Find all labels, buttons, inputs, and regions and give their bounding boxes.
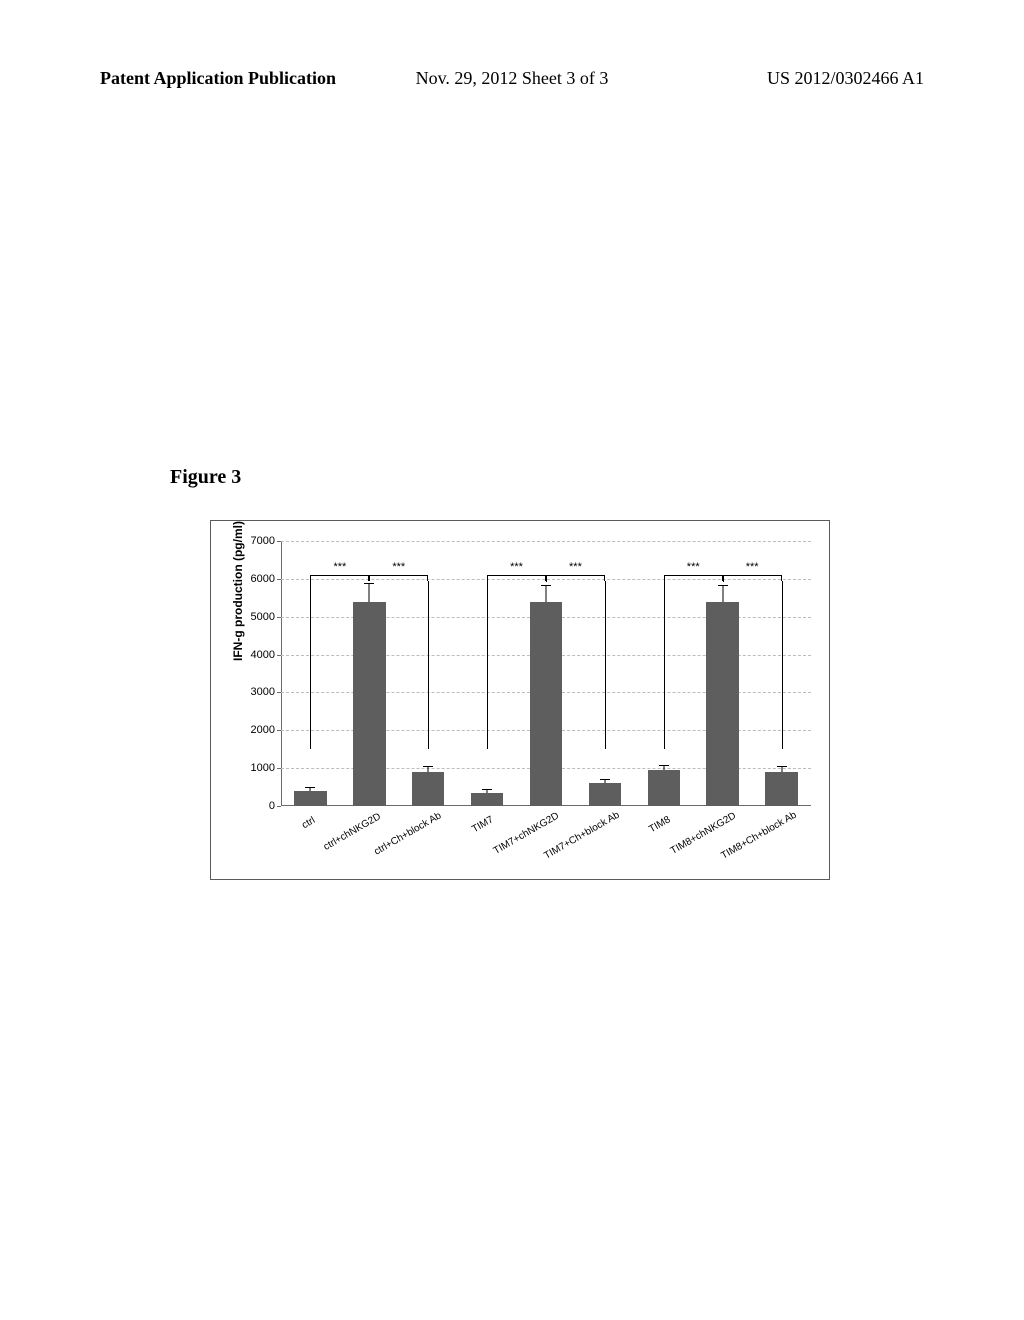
significance-bracket (723, 575, 782, 581)
error-bar-cap (718, 585, 728, 586)
significance-bracket (487, 575, 546, 581)
header-center: Nov. 29, 2012 Sheet 3 of 3 (416, 68, 609, 89)
significance-bracket (369, 575, 428, 581)
y-axis-label: IFN-g production (pg/ml) (231, 521, 245, 661)
ytick-label: 5000 (251, 611, 281, 623)
y-axis (281, 541, 282, 806)
bar (294, 791, 326, 806)
xtick-label: TIM7 (470, 814, 495, 835)
error-bar-cap (364, 583, 374, 584)
figure-label: Figure 3 (170, 466, 241, 489)
ytick-label: 6000 (251, 573, 281, 585)
significance-line (310, 581, 311, 749)
bar (353, 602, 385, 806)
error-bar-cap (482, 789, 492, 790)
error-bar-cap (777, 766, 787, 767)
xtick-label: ctrl+Ch+block Ab (373, 810, 444, 857)
error-bar (546, 585, 547, 602)
significance-line (487, 581, 488, 749)
bar (530, 602, 562, 806)
bar (589, 783, 621, 806)
header-right: US 2012/0302466 A1 (767, 68, 924, 89)
grid-line (281, 541, 811, 542)
significance-line (664, 581, 665, 749)
error-bar (369, 583, 370, 602)
significance-bracket (310, 575, 369, 581)
significance-label: *** (510, 561, 523, 573)
significance-line (782, 581, 783, 749)
significance-line (605, 581, 606, 749)
ytick-label: 1000 (251, 762, 281, 774)
error-bar-cap (305, 787, 315, 788)
error-bar (722, 585, 723, 602)
ytick-label: 7000 (251, 535, 281, 547)
significance-label: *** (333, 561, 346, 573)
xtick-label: ctrl (301, 815, 318, 831)
header-left: Patent Application Publication (100, 68, 336, 89)
bar (648, 770, 680, 806)
error-bar-cap (659, 765, 669, 766)
ytick-label: 4000 (251, 649, 281, 661)
significance-label: *** (687, 561, 700, 573)
error-bar-cap (423, 766, 433, 767)
page-header: Patent Application Publication Nov. 29, … (0, 68, 1024, 89)
ifn-g-bar-chart: IFN-g production (pg/ml) 010002000300040… (210, 520, 830, 880)
significance-label: *** (569, 561, 582, 573)
significance-bracket (546, 575, 605, 581)
bar (412, 772, 444, 806)
significance-label: *** (746, 561, 759, 573)
error-bar-cap (600, 779, 610, 780)
bar (471, 793, 503, 806)
plot-area: 01000200030004000500060007000ctrlctrl+ch… (281, 541, 811, 806)
bar (706, 602, 738, 806)
significance-line (428, 581, 429, 749)
ytick-label: 0 (269, 800, 281, 812)
ytick-label: 3000 (251, 686, 281, 698)
xtick-label: TIM8 (647, 814, 672, 835)
ytick-label: 2000 (251, 724, 281, 736)
bar (765, 772, 797, 806)
significance-label: *** (392, 561, 405, 573)
error-bar-cap (541, 585, 551, 586)
significance-bracket (664, 575, 723, 581)
